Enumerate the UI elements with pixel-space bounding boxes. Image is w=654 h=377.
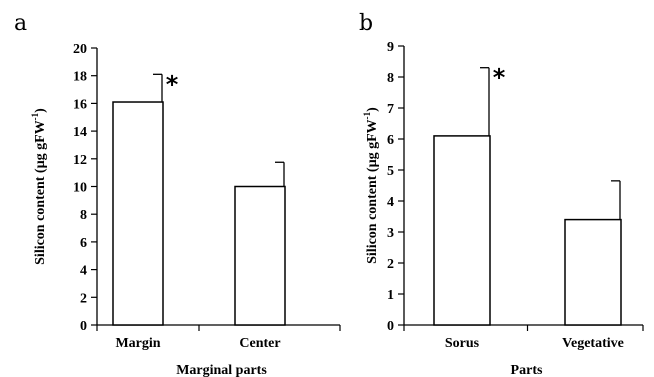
y-tick-label: 12 — [73, 153, 87, 168]
bar — [564, 218, 622, 326]
bar — [112, 101, 164, 326]
y-tick-label: 5 — [387, 164, 394, 179]
significance-mark: * — [493, 64, 506, 92]
x-category-label: Sorus — [445, 336, 480, 351]
x-axis-title: Marginal parts — [176, 363, 267, 377]
y-tick-label: 14 — [73, 125, 87, 140]
y-tick-label: 18 — [73, 70, 87, 85]
x-category-label: Center — [239, 336, 280, 351]
bar — [234, 185, 286, 326]
x-axis-title: Parts — [511, 363, 543, 377]
significance-mark: * — [166, 70, 179, 98]
y-axis-title-sup: -1 — [30, 112, 40, 120]
y-tick-label: 8 — [80, 208, 87, 223]
panel-letter: b — [359, 11, 373, 36]
y-tick-label: 2 — [80, 291, 87, 306]
y-tick-label: 4 — [387, 195, 394, 210]
y-tick-label: 20 — [73, 42, 87, 57]
y-axis-title-close: ) — [33, 108, 48, 113]
y-tick-label: 1 — [387, 288, 394, 303]
y-tick-label: 4 — [80, 264, 87, 279]
bar — [433, 135, 491, 326]
x-category-label: Margin — [115, 336, 160, 351]
y-tick-label: 8 — [387, 71, 394, 86]
y-tick-label: 0 — [387, 319, 394, 334]
y-tick-label: 9 — [387, 40, 394, 55]
y-tick-label: 2 — [387, 257, 394, 272]
y-axis-title-sup: -1 — [362, 111, 372, 119]
panel-a: a 0 2 4 6 8 10 12 14 16 18 20 * Margin Center Marginal … — [14, 11, 341, 377]
y-tick-label: 3 — [387, 226, 394, 241]
panel-letter: a — [14, 11, 27, 36]
y-axis-title-main: Silicon content (µg gFW — [365, 119, 380, 264]
x-category-label: Vegetative — [562, 336, 624, 351]
y-axis-title: Silicon content (µg gFW-1) — [30, 108, 48, 265]
y-axis-title-main: Silicon content (µg gFW — [33, 120, 48, 265]
y-tick-label: 6 — [387, 133, 394, 148]
y-axis-title: Silicon content (µg gFW-1) — [362, 107, 380, 264]
panel-b: b 0 1 2 3 4 5 6 7 8 9 * Sorus Vegetative Parts Silicon … — [359, 11, 644, 377]
y-tick-label: 0 — [80, 319, 87, 334]
y-tick-label: 6 — [80, 236, 87, 251]
y-tick-label: 16 — [73, 97, 87, 112]
y-axis-title-close: ) — [365, 107, 380, 112]
y-tick-label: 10 — [73, 181, 87, 196]
y-tick-label: 7 — [387, 102, 394, 117]
